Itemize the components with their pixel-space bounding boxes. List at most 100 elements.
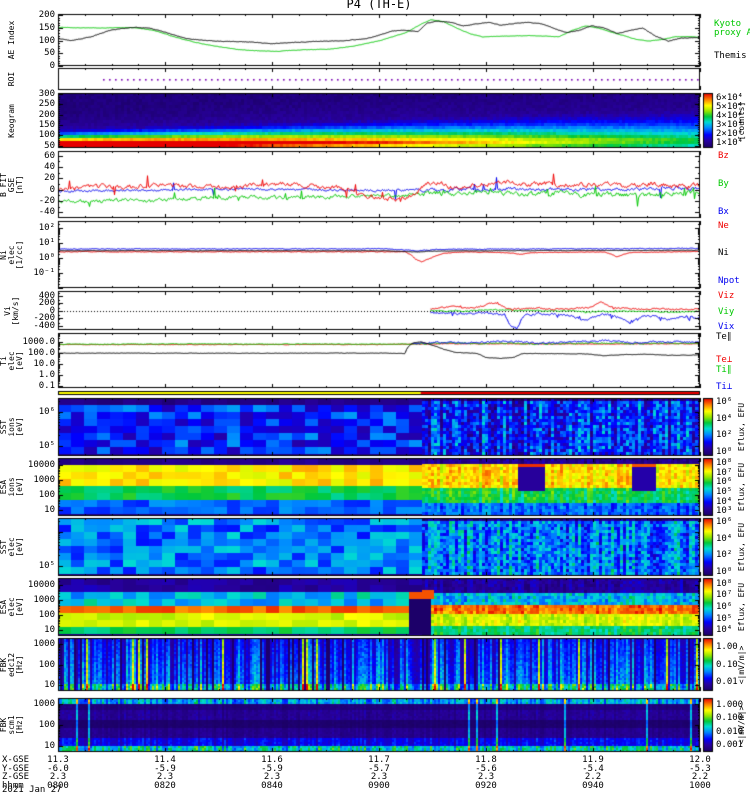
colorbar-tick-label: 6×10⁴ (716, 93, 744, 103)
legend-bfit-2: Bx (718, 207, 729, 217)
panel-label-roi: ROI (7, 71, 16, 87)
y-tick-label: 10 (44, 625, 55, 635)
colorbar-tick-label: 4×10⁴ (716, 111, 744, 121)
colorbar-tick-label: 2×10⁴ (716, 129, 744, 139)
x-tick-value-z_gse: 2.3 (156, 772, 174, 782)
x-tick-value-y_gse: -5.9 (154, 763, 176, 774)
x-tick-value-y_gse: -5.6 (475, 763, 497, 774)
y-tick-label: 10.0 (33, 359, 55, 369)
legend-bfit-1: By (718, 179, 729, 189)
colorbar-tick-label: 0.010 (716, 727, 744, 737)
colorbar-tick-label: 1×10⁴ (716, 138, 744, 148)
y-tick-label: 150 (38, 120, 55, 130)
colorbar-unit-label: Eflux, EFU (737, 462, 746, 512)
y-tick-label: 10⁵ (38, 561, 55, 571)
y-tick-label: 40 (44, 162, 55, 172)
x-tick-value-hhmm: 0940 (582, 780, 604, 791)
legend-density-1: Ni (718, 248, 729, 258)
y-tick-label: 0 (49, 61, 55, 71)
colorbar-unit-label: Eflux, EFU (737, 582, 746, 632)
x-axis-row-label: X-GSE (2, 755, 30, 765)
y-tick-label: 10⁻¹ (33, 268, 55, 278)
x-tick-value-z_gse: 2.2 (584, 772, 602, 782)
legend-velocity-2: Vix (718, 322, 735, 332)
y-tick-label: 10 (44, 505, 55, 515)
x-tick-value-z_gse: 2.3 (477, 772, 495, 782)
x-tick-value-y_gse: -5.9 (261, 763, 283, 774)
x-tick-value-x_gse: 11.4 (154, 755, 176, 765)
y-tick-label: 10000 (27, 580, 55, 590)
y-tick-label: 250 (38, 99, 55, 109)
colorbar-tick-label: 10³ (716, 506, 733, 516)
y-tick-label: -40 (38, 207, 55, 217)
x-tick-value-z_gse: 2.3 (49, 772, 67, 782)
legend-bfit-0: Bz (718, 151, 729, 161)
y-tick-label: 1000 (33, 639, 55, 649)
date-label: 2021 Jan 27 (2, 785, 62, 795)
y-tick-label: 60 (44, 151, 55, 161)
colorbar-tick-label: 10⁵ (716, 614, 733, 624)
y-tick-label: 10² (38, 223, 55, 233)
y-tick-label: 100 (38, 660, 55, 670)
colorbar-unit-label: [counts] (737, 101, 746, 140)
x-tick-value-x_gse: 11.9 (582, 755, 604, 765)
y-tick-label: 100 (38, 490, 55, 500)
y-tick-label: 10 (44, 741, 55, 751)
x-tick-value-y_gse: -5.7 (368, 763, 390, 774)
x-tick-value-z_gse: 2.3 (370, 772, 388, 782)
y-tick-label: 50 (44, 141, 55, 151)
x-tick-value-x_gse: 11.6 (261, 755, 283, 765)
y-tick-label: 10⁰ (38, 253, 55, 263)
legend-ae-1: Themis AE (714, 51, 747, 61)
y-tick-label: 0 (49, 306, 55, 316)
y-tick-label: 1000 (33, 475, 55, 485)
legend-temperature-3: Ti⊥ (716, 382, 733, 392)
y-tick-label: 10⁶ (38, 407, 55, 417)
colorbar-tick-label: 10⁴ (716, 414, 733, 424)
x-tick-value-y_gse: -6.0 (47, 763, 69, 774)
colorbar-tick-label: 10⁴ (716, 625, 733, 635)
legend-ae-0: Kyoto proxy AE (714, 19, 750, 38)
x-tick-value-y_gse: -5.3 (689, 763, 711, 774)
x-tick-value-x_gse: 11.3 (47, 755, 69, 765)
colorbar-tick-label: 10⁷ (716, 590, 733, 600)
y-tick-label: 300 (38, 89, 55, 99)
legend-velocity-0: Viz (718, 291, 735, 301)
y-tick-label: 100 (38, 130, 55, 140)
colorbar-tick-label: 10⁷ (716, 468, 733, 478)
colorbar-tick-label: 0.01 (716, 677, 738, 687)
colorbar-unit-label: Eflux, EFU (737, 522, 746, 572)
x-tick-value-hhmm: 1000 (689, 780, 711, 791)
colorbar-tick-label: 10⁰ (716, 447, 733, 457)
y-tick-label: -20 (38, 196, 55, 206)
colorbar-tick-label: 10⁸ (716, 458, 733, 468)
y-tick-label: 100 (38, 720, 55, 730)
colorbar-tick-label: 10⁶ (716, 517, 733, 527)
y-tick-label: 1.0 (38, 370, 55, 380)
colorbar-tick-label: 10⁶ (716, 397, 733, 407)
x-tick-value-hhmm: 0800 (47, 780, 69, 791)
legend-temperature-0: Te∥ (716, 332, 732, 342)
colorbar-tick-label: 10⁸ (716, 579, 733, 589)
y-tick-label: -400 (33, 321, 55, 331)
y-tick-label: 10¹ (38, 238, 55, 248)
x-tick-value-x_gse: 12.0 (689, 755, 711, 765)
colorbar-tick-label: 10² (716, 430, 733, 440)
y-tick-label: 10000 (27, 460, 55, 470)
x-axis-row-label: hhmm (2, 780, 24, 791)
panel-label-sst_elec: SST elec [eV] (0, 537, 24, 557)
x-tick-value-x_gse: 11.7 (368, 755, 390, 765)
colorbar-tick-label: 10⁴ (716, 534, 733, 544)
x-axis-row-label: Y-GSE (2, 763, 30, 774)
legend-temperature-2: Ti∥ (716, 365, 732, 375)
y-tick-label: -200 (33, 313, 55, 323)
y-tick-label: 200 (38, 298, 55, 308)
legend-density-0: Ne (718, 221, 729, 231)
colorbar-tick-label: 5×10⁴ (716, 102, 744, 112)
colorbar-tick-label: 0.10 (716, 660, 738, 670)
y-tick-label: 400 (38, 291, 55, 301)
y-tick-label: 100.0 (27, 348, 55, 358)
y-tick-label: 200 (38, 10, 55, 20)
